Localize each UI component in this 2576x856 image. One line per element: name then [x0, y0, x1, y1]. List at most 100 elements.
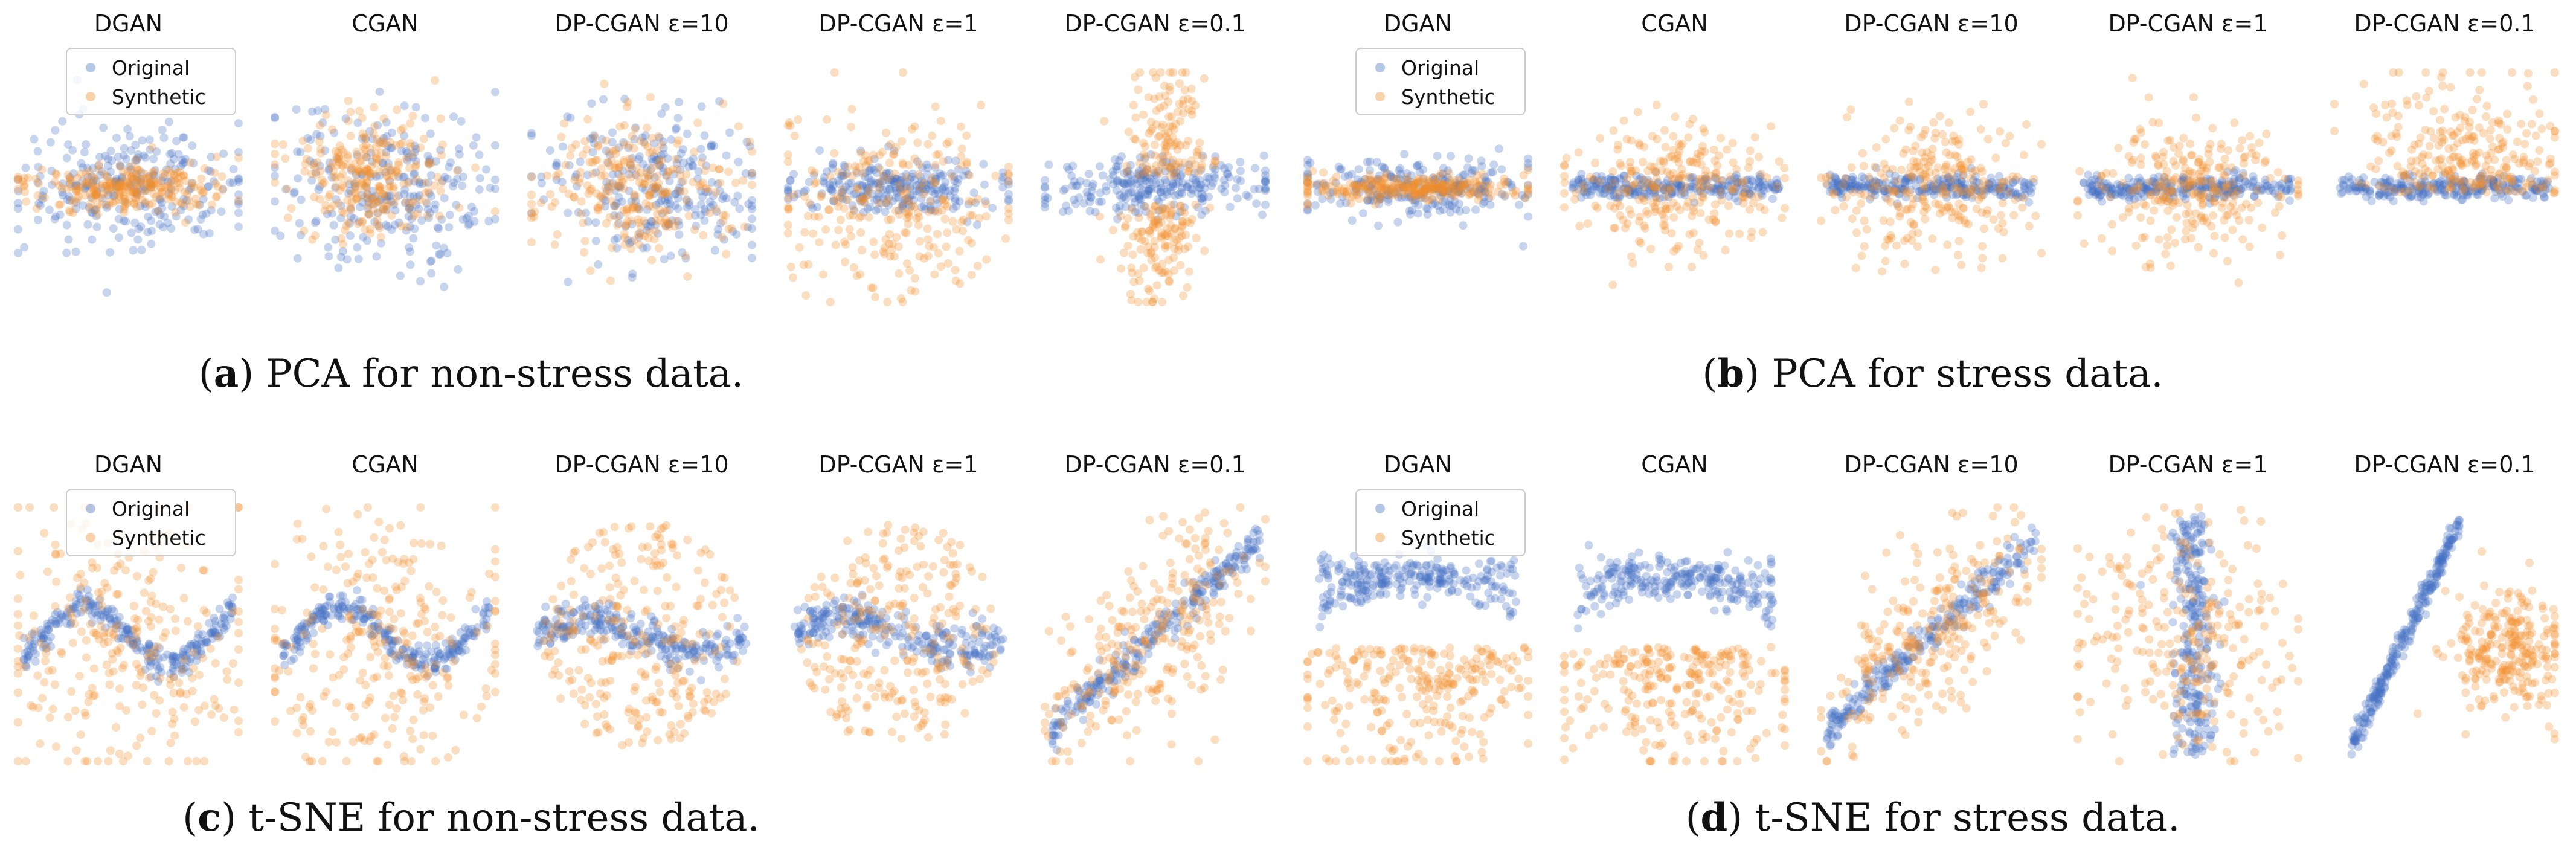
original-point: [132, 176, 141, 185]
synthetic-point: [2124, 208, 2133, 217]
original-point: [1259, 151, 1268, 160]
synthetic-point: [1955, 188, 1964, 197]
synthetic-point: [1884, 236, 1893, 245]
caption-text: ) PCA for non-stress data.: [239, 352, 744, 396]
original-point: [1232, 184, 1241, 193]
original-point: [661, 103, 670, 112]
original-point: [635, 152, 644, 161]
synthetic-point: [2246, 132, 2255, 141]
original-point: [394, 191, 403, 200]
synthetic-point: [2154, 235, 2163, 244]
original-point: [234, 147, 243, 156]
synthetic-point: [143, 173, 152, 182]
synthetic-point: [790, 131, 799, 140]
synthetic-point: [376, 185, 385, 195]
original-point: [1236, 176, 1245, 185]
synthetic-point: [452, 166, 461, 175]
synthetic-point: [924, 207, 933, 216]
synthetic-point: [2527, 120, 2536, 129]
synthetic-point: [887, 215, 896, 224]
synthetic-point: [1484, 188, 1493, 198]
original-point: [179, 202, 188, 211]
synthetic-point: [2270, 208, 2279, 217]
original-point: [99, 123, 108, 132]
synthetic-point: [2136, 213, 2145, 222]
synthetic-point: [2127, 187, 2136, 196]
synthetic-point: [1674, 158, 1683, 167]
synthetic-point: [1200, 246, 1209, 256]
synthetic-point: [150, 167, 159, 176]
synthetic-point: [421, 188, 430, 198]
synthetic-point: [716, 178, 725, 187]
synthetic-point: [536, 198, 545, 207]
synthetic-point: [358, 114, 367, 123]
synthetic-point: [1725, 229, 1734, 238]
original-point: [675, 230, 684, 239]
synthetic-point: [784, 157, 792, 166]
synthetic-point: [671, 155, 680, 164]
original-point: [179, 133, 188, 142]
synthetic-point: [393, 105, 402, 114]
original-point: [206, 167, 215, 176]
synthetic-point: [120, 205, 129, 214]
synthetic-point: [586, 266, 595, 275]
synthetic-point: [81, 191, 90, 200]
synthetic-point: [2209, 211, 2218, 220]
synthetic-point: [1524, 166, 1532, 175]
original-point: [202, 209, 211, 218]
original-point: [109, 191, 118, 201]
synthetic-point: [1729, 186, 1738, 195]
synthetic-point: [943, 228, 952, 237]
synthetic-point: [916, 183, 925, 192]
original-point: [1261, 178, 1270, 187]
synthetic-point: [1723, 145, 1732, 154]
synthetic-point: [1639, 182, 1648, 191]
synthetic-point: [138, 179, 147, 188]
synthetic-point: [65, 174, 74, 183]
original-point: [14, 187, 23, 196]
original-point: [30, 135, 39, 144]
synthetic-point: [554, 169, 564, 178]
synthetic-point: [339, 161, 348, 170]
synthetic-point: [183, 189, 192, 198]
synthetic-point: [597, 164, 606, 173]
synthetic-point: [1687, 262, 1696, 271]
synthetic-point: [186, 158, 195, 167]
original-point: [1071, 199, 1081, 208]
synthetic-point: [93, 200, 102, 209]
synthetic-point: [991, 172, 1000, 181]
synthetic-point: [1916, 133, 1926, 142]
original-point: [2413, 193, 2422, 202]
original-point: [552, 161, 561, 170]
original-point: [51, 212, 60, 221]
synthetic-point: [74, 192, 83, 201]
synthetic-point: [103, 188, 112, 197]
original-point: [141, 153, 150, 162]
original-point: [209, 177, 218, 186]
original-point: [748, 214, 756, 224]
synthetic-point: [185, 202, 194, 211]
original-point: [1459, 221, 1468, 230]
synthetic-point: [119, 184, 128, 193]
synthetic-point: [1591, 158, 1600, 167]
synthetic-point: [52, 170, 61, 179]
synthetic-point: [1450, 176, 1459, 185]
synthetic-point: [175, 167, 184, 176]
synthetic-point: [165, 178, 175, 187]
original-point: [106, 248, 115, 257]
synthetic-point: [130, 199, 139, 208]
original-point: [420, 114, 429, 123]
synthetic-point: [682, 170, 691, 179]
synthetic-point: [1650, 166, 1659, 175]
synthetic-point: [127, 169, 137, 178]
synthetic-point: [106, 184, 115, 193]
synthetic-point: [2188, 150, 2197, 159]
synthetic-point: [870, 250, 879, 259]
original-point: [1148, 178, 1157, 187]
synthetic-point: [399, 124, 408, 133]
original-point: [683, 129, 692, 138]
synthetic-point: [161, 182, 170, 191]
original-point: [65, 196, 74, 205]
synthetic-point: [577, 209, 586, 218]
